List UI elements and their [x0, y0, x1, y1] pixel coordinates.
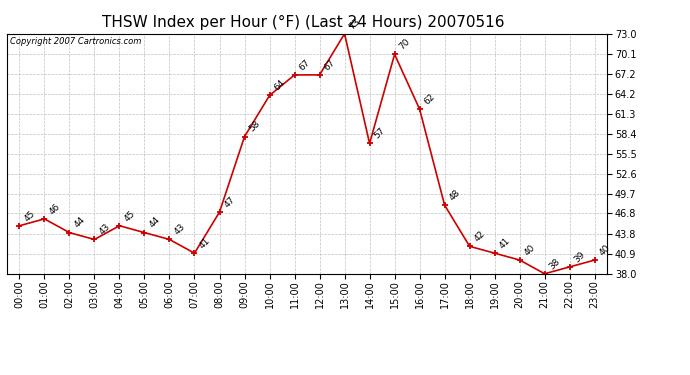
Text: 44: 44: [72, 216, 86, 230]
Text: 64: 64: [273, 78, 287, 93]
Text: 42: 42: [473, 229, 486, 243]
Text: 39: 39: [573, 250, 587, 264]
Text: 38: 38: [547, 256, 562, 271]
Text: 48: 48: [447, 188, 462, 202]
Text: 40: 40: [598, 243, 612, 257]
Text: 67: 67: [297, 58, 312, 72]
Text: 46: 46: [47, 202, 61, 216]
Text: 47: 47: [222, 195, 237, 209]
Text: 44: 44: [147, 216, 161, 230]
Text: 73: 73: [347, 16, 362, 31]
Text: Copyright 2007 Cartronics.com: Copyright 2007 Cartronics.com: [10, 38, 141, 46]
Text: 43: 43: [97, 222, 112, 237]
Text: 62: 62: [422, 92, 437, 106]
Text: 43: 43: [172, 222, 187, 237]
Text: 67: 67: [322, 58, 337, 72]
Text: 58: 58: [247, 119, 262, 134]
Text: 70: 70: [397, 37, 412, 51]
Text: THSW Index per Hour (°F) (Last 24 Hours) 20070516: THSW Index per Hour (°F) (Last 24 Hours)…: [102, 15, 505, 30]
Text: 40: 40: [522, 243, 537, 257]
Text: 45: 45: [22, 209, 37, 223]
Text: 57: 57: [373, 126, 387, 141]
Text: 41: 41: [197, 236, 212, 250]
Text: 41: 41: [497, 236, 512, 250]
Text: 45: 45: [122, 209, 137, 223]
